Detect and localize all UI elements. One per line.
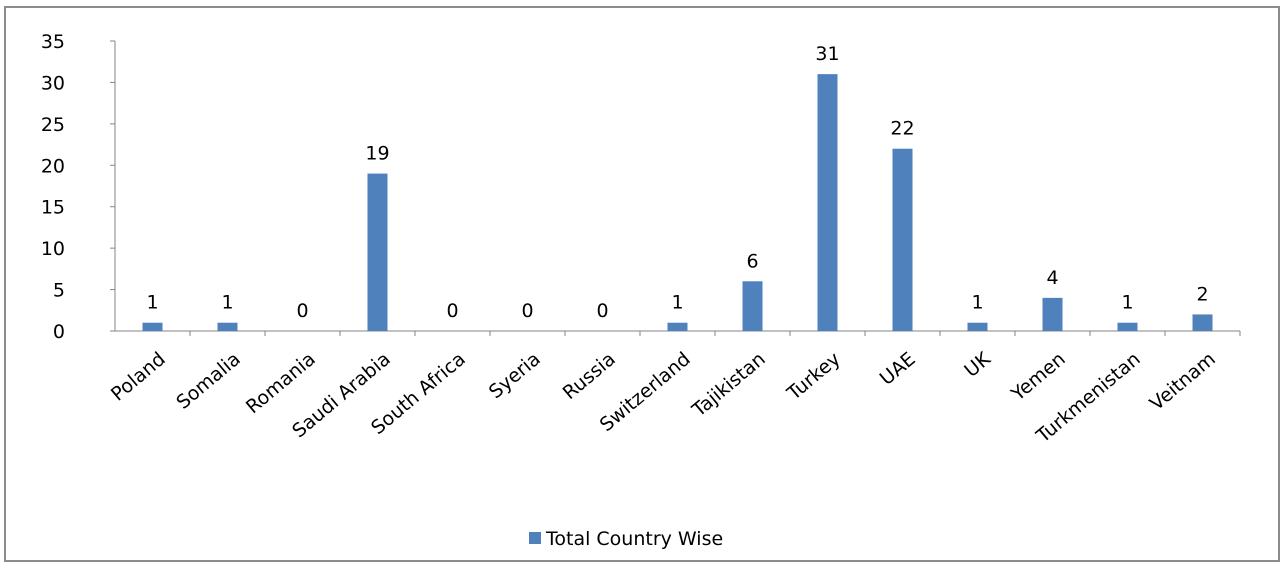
category-label: Yemen [1007, 348, 1070, 406]
chart-frame [4, 6, 1280, 562]
data-label: 31 [815, 43, 839, 65]
legend-swatch [529, 532, 541, 544]
category-label: Tajikistan [687, 348, 769, 422]
bar [742, 281, 763, 331]
bar [967, 322, 988, 331]
y-tick-label: 20 [41, 155, 65, 177]
category-label: Turkey [782, 348, 844, 405]
category-label: Russia [559, 348, 620, 404]
bar [817, 74, 838, 332]
y-tick-label: 5 [53, 280, 65, 302]
data-label: 1 [221, 292, 233, 314]
category-label: Veitnam [1146, 348, 1220, 415]
bar [1192, 314, 1213, 331]
y-tick-label: 25 [41, 114, 65, 136]
y-tick-label: 15 [41, 197, 65, 219]
bar [367, 173, 388, 331]
category-label: UAE [876, 348, 920, 390]
data-label: 0 [296, 300, 308, 322]
bar [1042, 297, 1063, 331]
data-label: 4 [1046, 267, 1058, 289]
y-tick-label: 0 [53, 321, 65, 343]
bar [892, 148, 913, 331]
data-label: 0 [521, 300, 533, 322]
category-label: Somalia [172, 348, 244, 414]
category-label: Syeria [485, 348, 545, 403]
x-axis [115, 330, 1241, 336]
y-tick-label: 30 [41, 72, 65, 94]
y-tick-label: 10 [41, 238, 65, 260]
legend: Total Country Wise [529, 528, 723, 550]
data-label: 1 [146, 292, 158, 314]
y-axis: 0 5 10 15 20 25 30 35 [41, 31, 116, 343]
category-label: UK [960, 348, 995, 382]
bar [667, 322, 688, 331]
bars [142, 74, 1213, 332]
data-label: 1 [671, 292, 683, 314]
data-label: 1 [971, 292, 983, 314]
y-tick-label: 35 [41, 31, 65, 53]
data-label: 6 [746, 250, 758, 272]
category-label: Poland [107, 348, 170, 406]
bar [142, 322, 163, 331]
data-label: 2 [1196, 283, 1208, 305]
legend-label: Total Country Wise [545, 528, 723, 550]
data-label: 19 [365, 143, 389, 165]
data-label: 1 [1121, 292, 1133, 314]
data-label: 22 [890, 118, 914, 140]
data-label: 0 [596, 300, 608, 322]
bar [217, 322, 238, 331]
data-label: 0 [446, 300, 458, 322]
bar [1117, 322, 1138, 331]
